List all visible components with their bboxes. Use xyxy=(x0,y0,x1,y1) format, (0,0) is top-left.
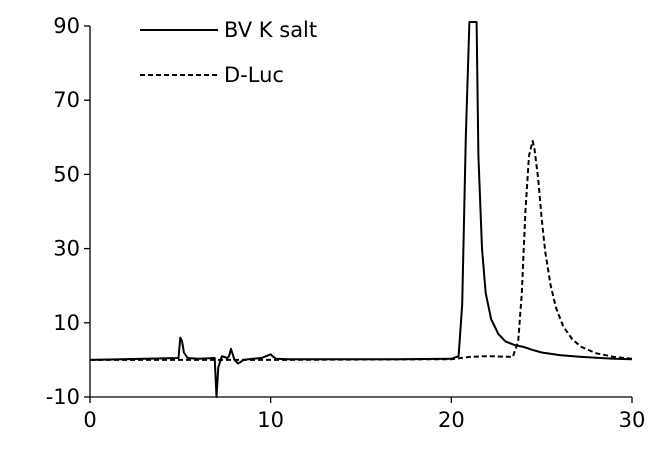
y-tick-label: 10 xyxy=(53,311,80,335)
y-tick-label: 50 xyxy=(53,162,80,186)
y-tick-label: -10 xyxy=(46,385,80,409)
plot-area xyxy=(89,21,633,398)
axes: -10 10 30 50 70 90 0 10 20 30 xyxy=(46,14,646,432)
series-line-d-luc xyxy=(90,140,633,361)
x-tick-label: 10 xyxy=(257,408,284,432)
y-tick-label: 70 xyxy=(53,88,80,112)
x-tick-label: 0 xyxy=(83,408,96,432)
y-tick-label: 90 xyxy=(53,14,80,38)
legend-label-bv-k-salt: BV K salt xyxy=(224,18,317,42)
legend: BV K salt D-Luc xyxy=(140,18,317,87)
y-tick-label: 30 xyxy=(53,237,80,261)
x-tick-label: 20 xyxy=(438,408,465,432)
x-tick-label: 30 xyxy=(619,408,646,432)
legend-label-d-luc: D-Luc xyxy=(224,63,284,87)
